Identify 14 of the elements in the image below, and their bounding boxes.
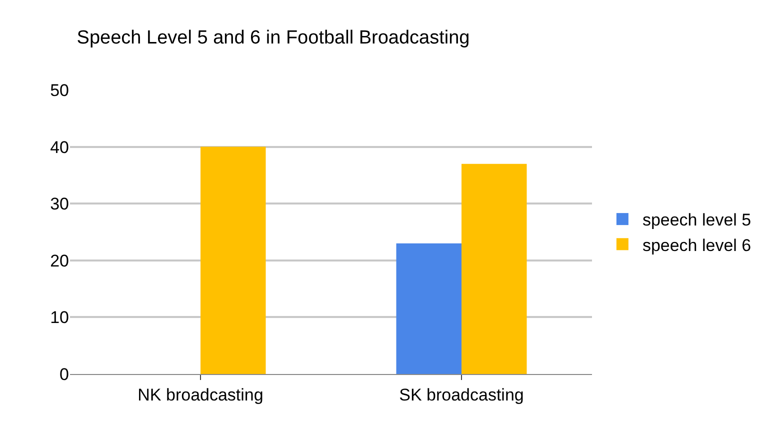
bar: [200, 146, 266, 374]
x-tick-label: SK broadcasting: [399, 385, 524, 404]
legend-label: speech level 6: [642, 236, 752, 255]
y-tick-label: 20: [50, 251, 69, 270]
x-tick-label: NK broadcasting: [138, 385, 264, 404]
y-tick-label: 0: [60, 364, 69, 384]
y-tick-label: 10: [50, 308, 69, 328]
bar: [396, 243, 462, 374]
legend-label: speech level 5: [642, 210, 752, 230]
chart-title: Speech Level 5 and 6 in Football Broadcasting: [76, 28, 470, 49]
y-tick-label: 50: [50, 80, 69, 100]
y-tick-label: 40: [50, 138, 69, 157]
y-tick-label: 30: [50, 194, 69, 214]
bar: [462, 164, 527, 374]
